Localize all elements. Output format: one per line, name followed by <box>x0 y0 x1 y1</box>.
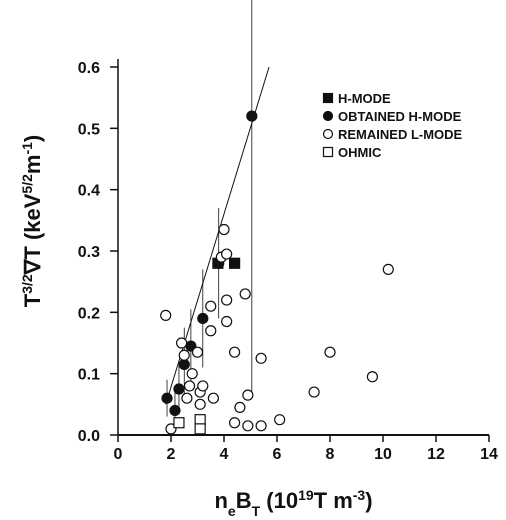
legend-marker <box>322 128 334 140</box>
point <box>308 386 320 398</box>
point <box>221 315 233 328</box>
y-tick-label: 0.2 <box>78 305 100 322</box>
point <box>160 309 172 321</box>
legend-marker <box>322 92 334 104</box>
point <box>255 420 267 432</box>
point <box>181 392 193 404</box>
legend-label: REMAINED L-MODE <box>338 127 463 142</box>
point <box>239 288 251 300</box>
x-tick-label: 14 <box>480 446 498 463</box>
legend-label: H-MODE <box>338 91 391 106</box>
point <box>161 392 173 404</box>
point <box>246 110 258 122</box>
point <box>221 248 233 260</box>
label-part: n <box>214 488 227 513</box>
y-tick-label: 0.3 <box>78 244 100 261</box>
legend-label: OHMIC <box>338 145 382 160</box>
point <box>186 368 198 380</box>
point <box>366 371 378 383</box>
y-tick-label: 0.4 <box>78 183 100 200</box>
x-tick-label: 2 <box>167 446 176 463</box>
x-tick-label: 6 <box>273 446 282 463</box>
point <box>205 300 217 312</box>
y-tick-label: 0.1 <box>78 367 100 384</box>
point <box>169 404 181 417</box>
y-axis-label: T3/2∇T (keV5/2m-1) <box>19 135 45 307</box>
point <box>194 423 206 435</box>
point <box>234 401 246 413</box>
label-part: ) <box>20 135 45 142</box>
label-part: ) <box>365 488 372 513</box>
x-tick-label: 10 <box>374 446 392 463</box>
point <box>242 389 254 401</box>
x-tick-label: 4 <box>220 446 229 463</box>
y-tick-label: 0.6 <box>78 60 100 77</box>
x-tick-label: 12 <box>427 446 445 463</box>
label-part: -1 <box>19 142 35 155</box>
point <box>218 223 230 236</box>
point <box>191 346 204 358</box>
point <box>221 294 233 306</box>
point <box>194 398 206 410</box>
label-part: 3/2 <box>19 274 35 294</box>
y-tick-label: 0.5 <box>78 121 100 138</box>
point <box>242 420 254 432</box>
x-tick-label: 8 <box>326 446 335 463</box>
point <box>229 257 241 269</box>
label-part: m <box>20 155 45 175</box>
point <box>324 346 336 358</box>
point <box>197 312 209 325</box>
x-axis-label: neBT (1019T m-3) <box>214 487 372 519</box>
label-part: B <box>236 488 252 513</box>
label-part: T m <box>314 488 353 513</box>
legend-label: OBTAINED H-MODE <box>338 109 462 124</box>
label-part: T <box>252 503 261 519</box>
label-part: -3 <box>353 487 366 503</box>
y-tick-label: 0.0 <box>78 428 100 445</box>
point <box>197 380 209 392</box>
legend-marker <box>322 146 334 158</box>
label-part: (10 <box>260 488 298 513</box>
point <box>255 352 267 364</box>
point <box>382 263 394 275</box>
point <box>176 337 188 349</box>
label-part: e <box>228 503 236 519</box>
point <box>207 392 219 404</box>
label-part: ∇T (keV <box>20 193 45 275</box>
point <box>229 346 241 358</box>
point <box>194 414 206 426</box>
point <box>178 358 190 371</box>
x-tick-label: 0 <box>114 446 123 463</box>
point <box>229 417 241 429</box>
point <box>173 383 185 395</box>
label-part: 19 <box>298 487 314 503</box>
point <box>183 380 196 392</box>
legend-marker <box>322 110 334 122</box>
label-part: 5/2 <box>19 174 35 194</box>
label-part: T <box>20 293 45 307</box>
point <box>205 325 217 337</box>
point <box>173 417 185 429</box>
point <box>178 349 190 361</box>
point <box>274 414 286 426</box>
